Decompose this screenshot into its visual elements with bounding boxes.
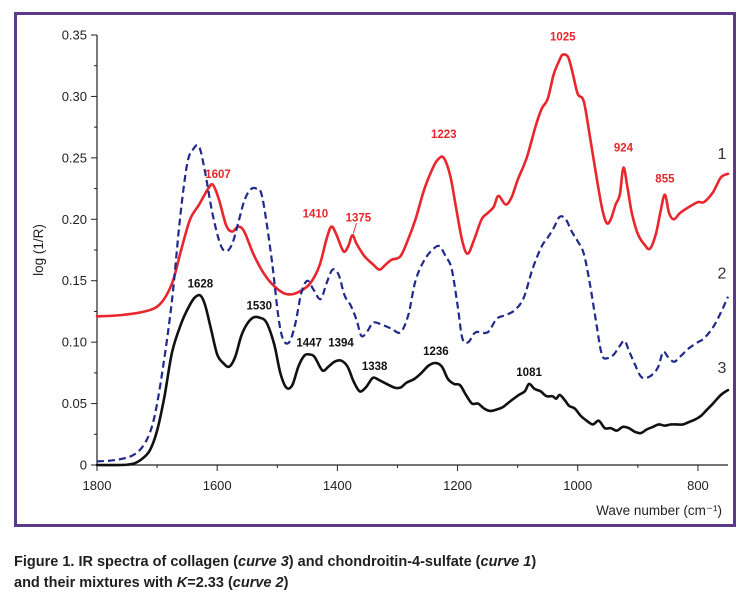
caption-part: =2.33 (	[187, 575, 233, 591]
caption-part: )	[283, 575, 289, 591]
peak-label: 1530	[246, 301, 272, 313]
peak-label: 1607	[205, 169, 231, 181]
y-tick-label: 0	[80, 458, 87, 473]
caption-k: K	[176, 575, 188, 591]
peak-label: 1410	[303, 209, 329, 221]
peak-label: 1081	[516, 367, 542, 379]
peak-label: 1375	[346, 212, 372, 224]
peak-label: 1236	[423, 346, 449, 358]
peak-label: 1223	[431, 129, 457, 141]
curve-number-label: 3	[718, 360, 727, 377]
peak-label: 924	[614, 143, 634, 155]
x-tick-label: 1000	[563, 478, 592, 493]
peak-label: 1338	[362, 361, 388, 373]
curve-number-label: 1	[718, 146, 727, 163]
series-line-curve-3	[95, 293, 730, 467]
curve-number-label: 2	[718, 265, 727, 282]
peak-label: 855	[655, 174, 675, 186]
x-tick-label: 1600	[203, 478, 232, 493]
x-axis-label: Wave number (cm⁻¹)	[596, 503, 722, 518]
caption-curve1: curve 1	[480, 554, 532, 570]
peak-label: 1025	[550, 32, 576, 44]
caption-part: and their mixtures with	[14, 575, 177, 591]
y-tick-label: 0.20	[62, 212, 87, 227]
caption-curve2: curve 2	[232, 575, 284, 591]
peak-label: 1447	[296, 337, 322, 349]
series-line-curve-1	[95, 53, 730, 318]
x-tick-label: 1800	[83, 478, 112, 493]
caption-curve3: curve 3	[238, 554, 289, 570]
series-line-curve-2	[96, 144, 730, 463]
caption-part: )	[531, 554, 537, 570]
figure-caption: Figure 1. IR spectra of collagen (curve …	[14, 552, 744, 594]
x-tick-label: 1400	[323, 478, 352, 493]
y-tick-label: 0.10	[62, 335, 87, 350]
peak-label: 1628	[188, 278, 214, 290]
x-tick-label: 800	[687, 478, 709, 493]
caption-part: ) and chondroitin-4-sulfate (	[288, 554, 481, 570]
caption-part: Figure 1. IR spectra of collagen (	[14, 554, 238, 570]
peak-label: 1394	[328, 338, 354, 350]
peak-leader-line	[352, 223, 357, 234]
x-tick-label: 1200	[443, 478, 472, 493]
y-tick-label: 0.35	[62, 28, 87, 43]
y-tick-label: 0.25	[62, 150, 87, 165]
y-tick-label: 0.30	[62, 89, 87, 104]
y-axis-label: log (1/R)	[31, 224, 46, 276]
figure-frame: 0 0.05 0.10 0.15 0.20 0.25 0.30 0.35 1800 1600 140…	[14, 12, 736, 527]
y-tick-label: 0.05	[62, 396, 87, 411]
y-tick-label: 0.15	[62, 273, 87, 288]
